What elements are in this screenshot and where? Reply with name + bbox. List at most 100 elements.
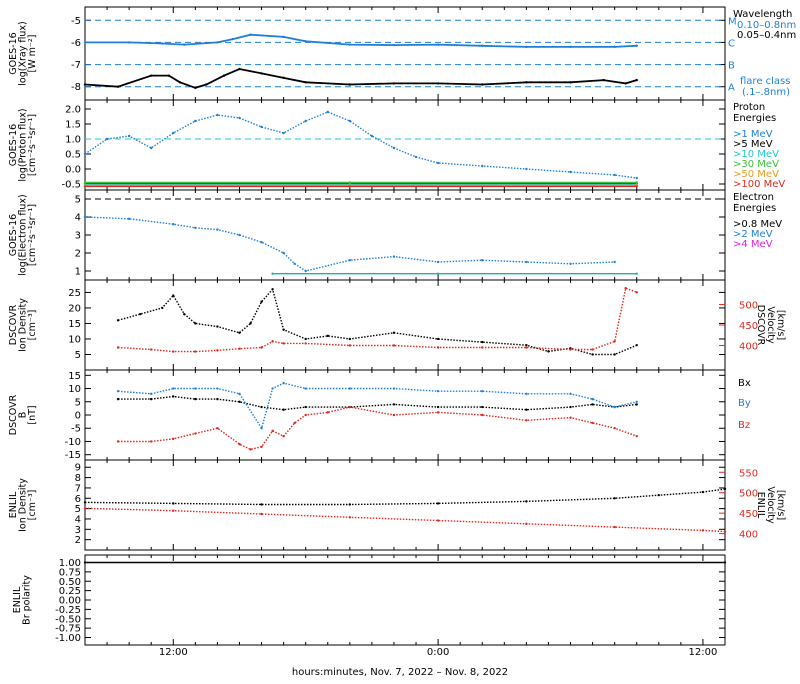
x-tick-label: 12:00 bbox=[159, 647, 188, 658]
data-point bbox=[172, 131, 175, 135]
y-axis-label: GOES-16 bbox=[8, 124, 19, 166]
y-axis-label: Br polarity bbox=[22, 575, 33, 625]
data-point bbox=[723, 530, 727, 533]
data-point bbox=[569, 45, 572, 49]
data-point bbox=[525, 343, 528, 347]
data-point bbox=[348, 337, 352, 341]
data-point bbox=[172, 509, 175, 512]
data-point bbox=[569, 81, 572, 84]
data-point bbox=[392, 387, 396, 390]
legend-entry: By bbox=[738, 398, 751, 409]
series-line-0-10-0-8nm bbox=[85, 33, 637, 48]
y-axis-label: GOES-16 bbox=[8, 214, 19, 256]
data-point bbox=[116, 389, 120, 393]
data-point bbox=[370, 134, 374, 138]
data-point bbox=[127, 217, 131, 220]
data-point bbox=[392, 344, 396, 347]
data-point bbox=[282, 131, 285, 135]
data-point bbox=[172, 223, 175, 226]
data-point bbox=[481, 405, 484, 409]
data-point bbox=[481, 83, 484, 86]
data-point bbox=[613, 340, 616, 343]
y-tick-label: 0 bbox=[75, 411, 81, 422]
panel-frame bbox=[84, 369, 726, 461]
y-tick-label: 4 bbox=[75, 213, 81, 224]
data-point bbox=[249, 33, 252, 36]
series-line-bz bbox=[118, 406, 637, 451]
data-point bbox=[216, 349, 219, 352]
data-point bbox=[436, 346, 440, 349]
flare-class-label: A bbox=[728, 83, 735, 94]
data-point bbox=[216, 397, 219, 401]
data-point bbox=[260, 405, 263, 409]
data-point bbox=[304, 342, 307, 345]
legend-entry: >2 MeV bbox=[733, 229, 773, 240]
series-line-0-05-0-4nm bbox=[84, 68, 637, 89]
y-tick-label: 8 bbox=[75, 473, 81, 484]
data-point bbox=[260, 241, 263, 244]
data-point bbox=[591, 421, 594, 425]
data-point bbox=[525, 392, 528, 396]
data-point bbox=[392, 43, 396, 47]
right-axis-label: [km/s] bbox=[775, 490, 786, 520]
y-tick-label: 2.0 bbox=[65, 105, 81, 116]
data-point bbox=[172, 437, 175, 441]
panel-frame bbox=[84, 279, 726, 371]
data-point bbox=[525, 346, 528, 349]
y-tick-label: 0.75 bbox=[59, 567, 81, 578]
y-axis-label: B bbox=[18, 412, 29, 419]
data-point bbox=[116, 85, 120, 88]
data-point bbox=[436, 272, 440, 275]
data-point bbox=[271, 272, 274, 275]
y-axis-label: [cm⁻³] bbox=[27, 310, 38, 341]
y-tick-label: -5 bbox=[71, 424, 81, 435]
data-point bbox=[222, 74, 226, 77]
data-point bbox=[116, 440, 120, 443]
data-point bbox=[282, 35, 285, 39]
data-point bbox=[436, 411, 440, 414]
flare-class-label: B bbox=[728, 61, 735, 72]
right-y-tick-label: 550 bbox=[739, 468, 758, 479]
data-point bbox=[83, 41, 87, 44]
data-point bbox=[260, 346, 263, 349]
data-point bbox=[436, 43, 440, 46]
data-point bbox=[238, 347, 241, 350]
y-axis-label: [W m⁻²] bbox=[27, 35, 38, 73]
data-point bbox=[414, 155, 418, 159]
legend-entry: Bz bbox=[738, 420, 750, 431]
series-line-velocity bbox=[118, 287, 637, 353]
y-tick-label: 1.0 bbox=[65, 135, 81, 146]
data-point bbox=[150, 397, 153, 401]
data-point bbox=[83, 501, 87, 504]
y-tick-label: 0.5 bbox=[65, 150, 81, 161]
data-point bbox=[701, 529, 705, 532]
data-point bbox=[525, 419, 528, 422]
x-tick-label: 0:00 bbox=[427, 647, 449, 658]
data-point bbox=[260, 125, 263, 129]
legend-title: Wavelength bbox=[733, 9, 792, 20]
y-tick-label: -5 bbox=[71, 16, 81, 27]
data-point bbox=[635, 400, 638, 403]
data-point bbox=[216, 228, 219, 231]
data-point bbox=[525, 500, 528, 503]
data-point bbox=[231, 37, 235, 41]
data-point bbox=[723, 487, 727, 491]
data-point bbox=[260, 300, 263, 303]
legend-entry: >5 MeV bbox=[733, 139, 773, 150]
data-point bbox=[150, 348, 153, 351]
data-point bbox=[569, 262, 572, 265]
data-point bbox=[150, 392, 153, 396]
y-tick-label: 3 bbox=[75, 231, 81, 242]
data-point bbox=[238, 442, 241, 446]
data-point bbox=[635, 343, 638, 347]
panel-frame bbox=[84, 6, 726, 101]
data-point bbox=[271, 429, 274, 433]
y-tick-label: -0.50 bbox=[55, 614, 81, 625]
data-point bbox=[304, 40, 307, 43]
data-point bbox=[481, 346, 484, 349]
data-point bbox=[282, 434, 285, 438]
y-tick-label: 5 bbox=[75, 195, 81, 206]
